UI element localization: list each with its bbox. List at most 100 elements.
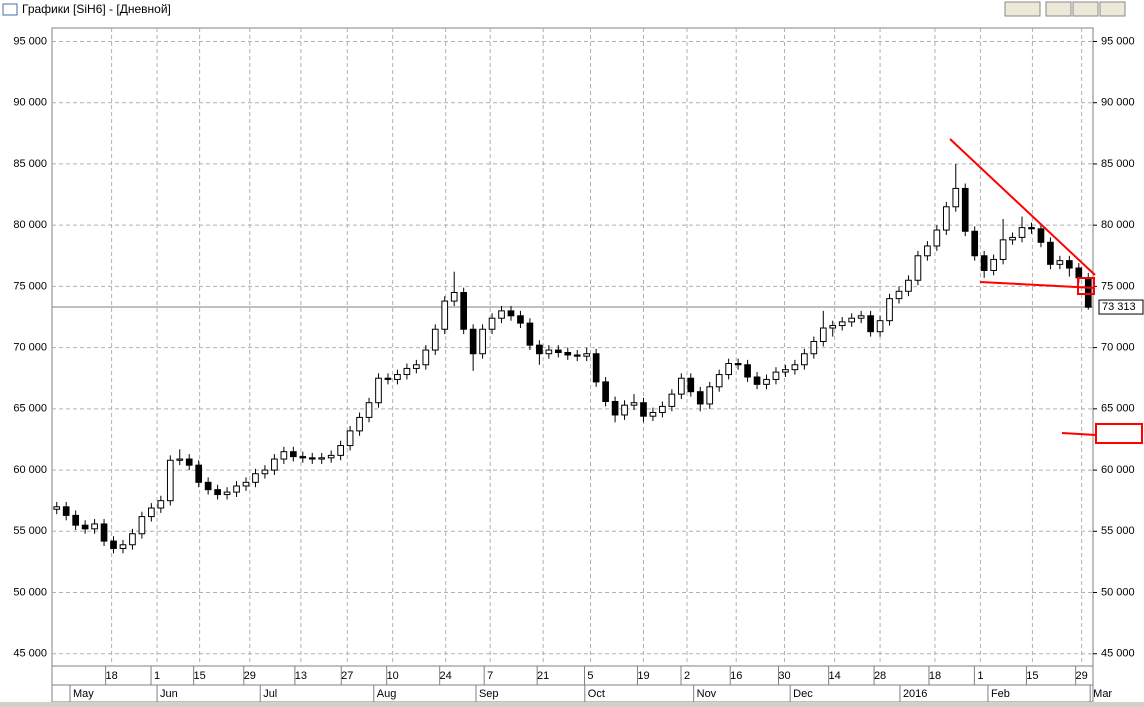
candle-body (782, 369, 789, 373)
anchor-button[interactable] (1004, 1, 1041, 17)
candle-body (583, 353, 591, 357)
y-tick-label: 85 000 (13, 158, 47, 170)
maximize-button[interactable] (1072, 1, 1099, 17)
candle-body (450, 292, 458, 302)
x-tick-label: 29 (244, 670, 256, 682)
x-tick-label: 18 (105, 670, 117, 682)
candle-body (469, 328, 477, 355)
candle-body (356, 416, 363, 432)
candle-body (498, 310, 505, 319)
candle-body (223, 491, 231, 496)
y-tick-label-right: 80 000 (1101, 219, 1135, 231)
candle-body (1009, 236, 1016, 241)
x-tick-label: 30 (778, 670, 790, 682)
candle-body (848, 317, 856, 323)
window-icon (2, 3, 18, 16)
candle-body (971, 230, 979, 257)
candle-body (886, 298, 893, 322)
candle-body (204, 481, 212, 491)
candle-body (687, 377, 695, 393)
y-tick-label: 50 000 (13, 586, 47, 598)
y-tick-label: 55 000 (13, 525, 47, 537)
candle-body (564, 352, 572, 356)
x-tick-label: 1 (977, 670, 983, 682)
candle-body (166, 459, 174, 502)
window-controls (1004, 1, 1126, 17)
trend-line (979, 281, 1096, 289)
y-tick-label-right: 50 000 (1101, 586, 1135, 598)
candle-body (677, 377, 685, 395)
candle-body (545, 349, 553, 355)
x-tick-label: 10 (387, 670, 399, 682)
candle-body (838, 321, 846, 327)
candle-body (271, 458, 278, 471)
candle-body (905, 279, 912, 292)
drawn-annotations (949, 138, 1143, 444)
candle-body (308, 457, 316, 460)
candle-body (1037, 228, 1045, 243)
close-button[interactable] (1099, 1, 1126, 17)
candle-body (289, 451, 297, 458)
candle-body (413, 364, 420, 369)
x-tick-label: 5 (587, 670, 593, 682)
y-tick-label: 65 000 (13, 403, 47, 415)
candle-body (337, 445, 344, 456)
target-line (1061, 432, 1097, 436)
last-price-label: 73 313 (1102, 301, 1136, 313)
candle-body (129, 533, 136, 546)
candle-body (110, 540, 117, 549)
candle-body (441, 300, 449, 330)
candle-body (659, 405, 666, 414)
x-tick-label: 14 (829, 670, 841, 682)
candle-body (422, 349, 430, 366)
candle-body (280, 451, 288, 460)
candle-body (72, 514, 79, 526)
target-box (1095, 423, 1143, 444)
candle-body (914, 255, 922, 281)
candle-body (734, 363, 742, 366)
candle-body (479, 328, 486, 355)
candle-body (327, 454, 335, 459)
candle-body (185, 458, 193, 466)
candle-body (488, 317, 496, 330)
candle-body (725, 363, 732, 376)
candle-body (857, 315, 865, 319)
y-tick-label: 95 000 (13, 35, 47, 47)
candle-body (611, 400, 619, 416)
candle-body (715, 374, 723, 388)
x-tick-label: 1 (154, 670, 160, 682)
candle-body (261, 469, 269, 475)
candle-body (942, 206, 950, 231)
candle-body (1066, 260, 1073, 269)
candle-body (119, 544, 127, 549)
y-tick-label: 75 000 (13, 280, 47, 292)
candle-body (214, 489, 221, 496)
month-label: Sep (479, 688, 499, 700)
x-tick-label: 27 (341, 670, 353, 682)
minimize-button[interactable] (1045, 1, 1072, 17)
candle-body (763, 378, 770, 385)
candle-body (791, 364, 799, 371)
x-tick-label: 18 (929, 670, 941, 682)
plot-layer: 45 000 45 000 50 000 50 000 55 000 55 000 60 0… (13, 28, 1144, 702)
candle-body (829, 325, 837, 329)
candle-body (157, 500, 165, 509)
candle-body (138, 516, 146, 535)
candle-body (195, 464, 203, 483)
candle-body (148, 507, 155, 518)
month-label: Mar (1093, 688, 1112, 700)
candle-body (961, 187, 969, 232)
candle-body (1075, 267, 1083, 279)
candle-body (100, 523, 108, 542)
month-label: Jul (263, 688, 277, 700)
candle-body (536, 344, 543, 355)
y-tick-label-right: 60 000 (1101, 464, 1135, 476)
candle-body (431, 328, 439, 351)
x-tick-label: 19 (637, 670, 649, 682)
y-tick-label-right: 85 000 (1101, 158, 1135, 170)
candle-body (346, 430, 354, 447)
candle-body (394, 374, 401, 380)
x-axis-panel (51, 665, 1094, 703)
